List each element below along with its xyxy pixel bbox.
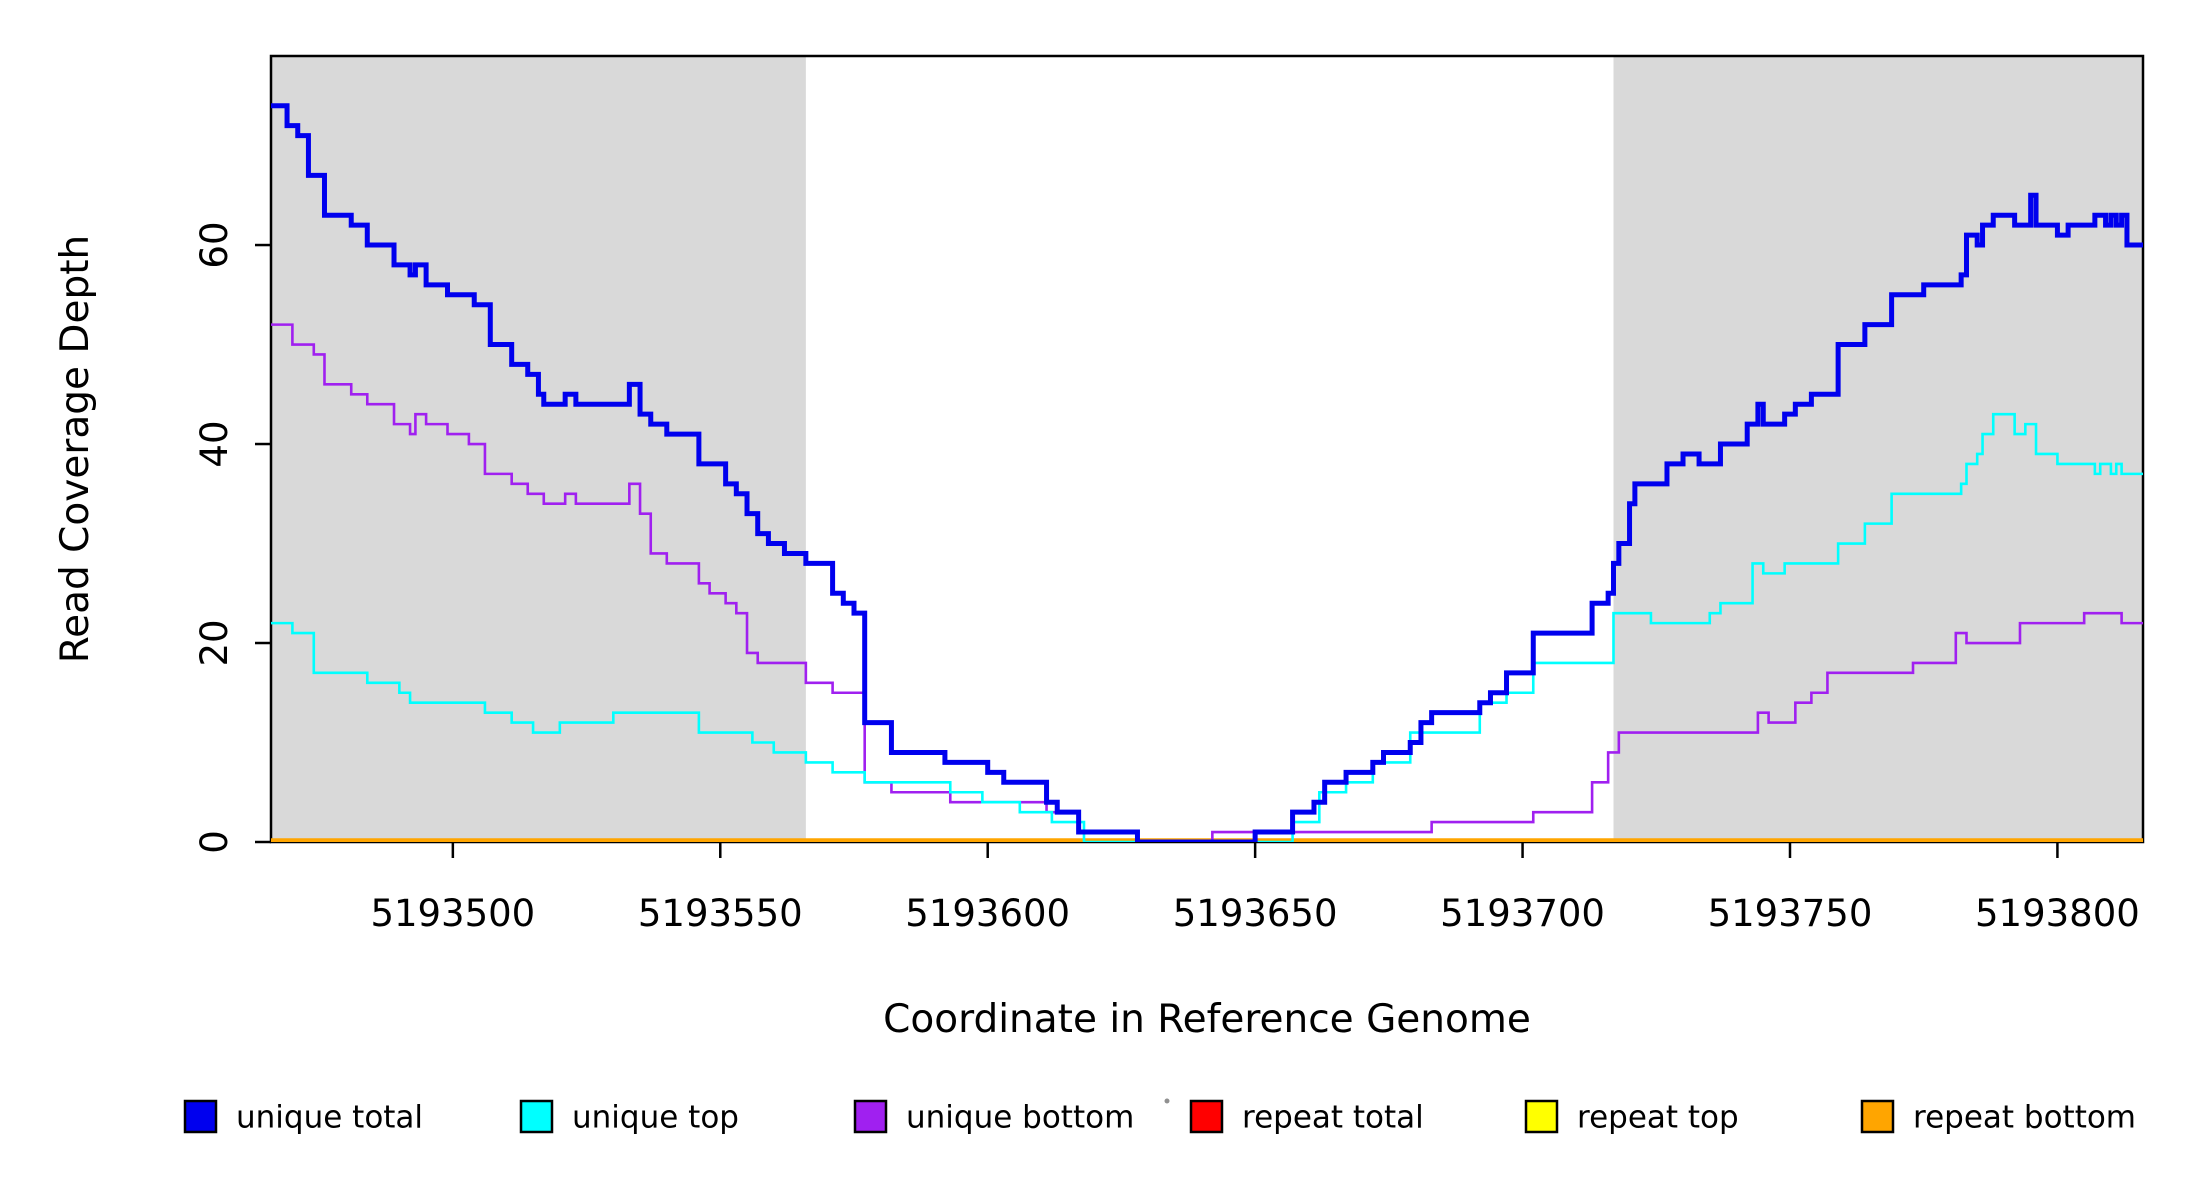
legend-label: unique total [236, 1100, 423, 1136]
legend-label: unique top [572, 1100, 739, 1136]
x-tick-label: 5193700 [1440, 892, 1605, 935]
stray-dot-artifact [1164, 1098, 1170, 1104]
unique-total-swatch-icon [183, 1099, 218, 1134]
legend-label: repeat top [1577, 1100, 1739, 1136]
y-tick-label: 20 [193, 619, 236, 666]
y-tick-label: 40 [193, 420, 236, 467]
legend-item-repeat-top: repeat top [1524, 1099, 1739, 1136]
repeat-bottom-swatch-icon [1860, 1099, 1895, 1134]
legend-item-repeat-total: repeat total [1189, 1099, 1424, 1136]
x-axis-title: Coordinate in Reference Genome [883, 997, 1531, 1042]
repeat-total-swatch-icon [1189, 1099, 1224, 1134]
repeat-top-swatch-icon [1524, 1099, 1559, 1134]
x-tick-label: 5193550 [638, 892, 803, 935]
shaded-region-1 [271, 56, 806, 842]
y-axis-title: Read Coverage Depth [53, 235, 98, 663]
axis-ticks: 5193500 5193550 5193600 5193650 5193700 51937… [193, 221, 2140, 935]
x-tick-label: 5193500 [370, 892, 535, 935]
line-unique-total [271, 103, 2143, 842]
x-tick-label: 5193650 [1173, 892, 1338, 935]
data-series-lines [271, 103, 2143, 842]
legend-item-unique-bottom: unique bottom [853, 1099, 1134, 1136]
shaded-region-2 [1613, 56, 2143, 842]
legend: unique total unique top unique bottom repea… [183, 1099, 2136, 1136]
legend-label: repeat bottom [1913, 1100, 2136, 1136]
line-unique-top [271, 412, 2143, 842]
y-tick-label: 0 [193, 830, 236, 854]
unique-bottom-swatch-icon [853, 1099, 888, 1134]
unique-top-swatch-icon [519, 1099, 554, 1134]
legend-item-unique-top: unique top [519, 1099, 739, 1136]
legend-label: unique bottom [906, 1100, 1134, 1136]
line-unique-bottom [271, 323, 2143, 842]
legend-label: repeat total [1242, 1100, 1424, 1136]
x-tick-label: 5193600 [905, 892, 1070, 935]
y-tick-label: 60 [193, 221, 236, 268]
legend-item-repeat-bottom: repeat bottom [1860, 1099, 2136, 1136]
legend-item-unique-total: unique total [183, 1099, 423, 1136]
shaded-repeat-regions [271, 56, 2143, 842]
x-tick-label: 5193800 [1975, 892, 2140, 935]
x-tick-label: 5193750 [1708, 892, 1873, 935]
